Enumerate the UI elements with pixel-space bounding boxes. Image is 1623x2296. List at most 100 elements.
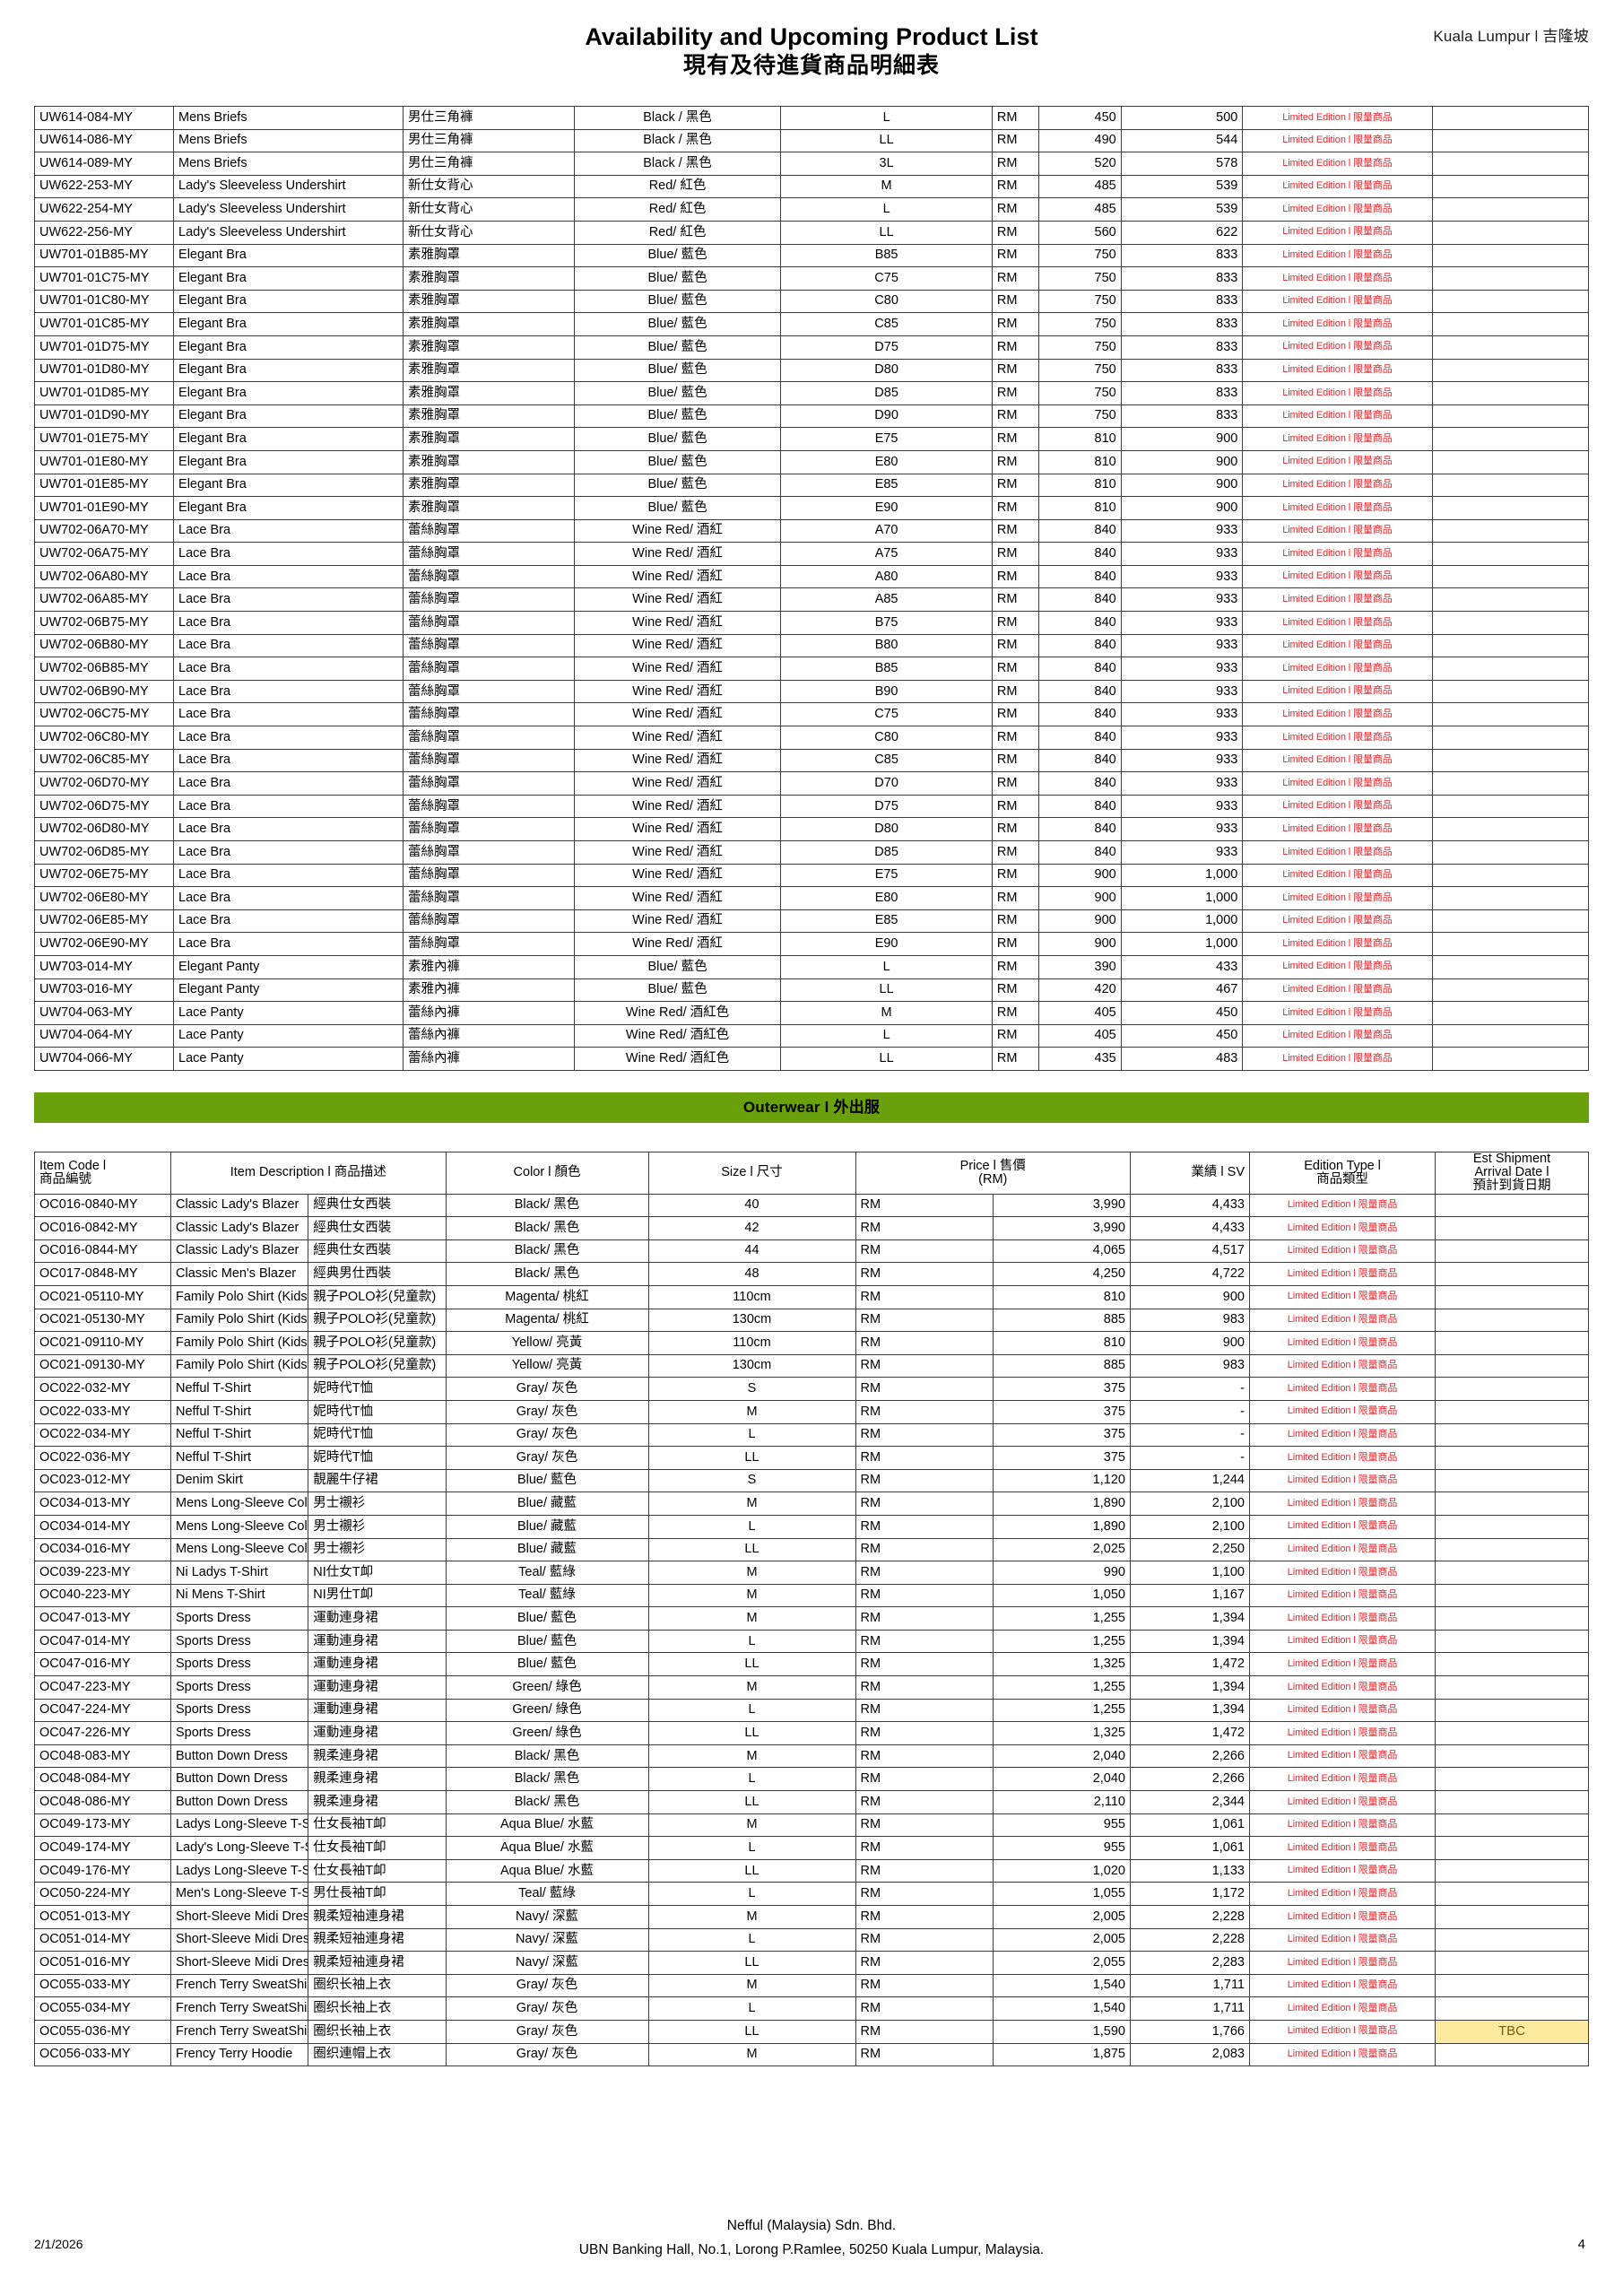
cell-size: M bbox=[647, 1561, 856, 1585]
table-row[interactable]: UW703-014-MY Elegant Panty 素雅內褲 Blue/ 藍色 L RM… bbox=[33, 954, 1590, 979]
cell-size: B80 bbox=[780, 633, 993, 658]
cell-description-en: Denim Skirt bbox=[169, 1468, 308, 1493]
table-row[interactable]: OC047-016-MY Sports Dress 運動連身裙 Blue/ 藍色 LL R… bbox=[34, 1652, 1589, 1677]
cell-sv: 2,283 bbox=[1130, 1951, 1250, 1975]
cell-item-code: UW614-086-MY bbox=[33, 128, 175, 153]
table-row[interactable]: OC047-223-MY Sports Dress 運動連身裙 Green/ 綠色 M R… bbox=[34, 1675, 1589, 1700]
table-row[interactable]: UW702-06A70-MY Lace Bra 蕾絲胸罩 Wine Red/ 酒紅 A7… bbox=[33, 518, 1590, 544]
col-header-item-code-zh: 商品編號 bbox=[39, 1171, 91, 1187]
table-row[interactable]: OC017-0848-MY Classic Men's Blazer 經典男仕西裝 B… bbox=[34, 1262, 1589, 1286]
table-row[interactable]: UW702-06B75-MY Lace Bra 蕾絲胸罩 Wine Red/ 酒紅 B7… bbox=[33, 611, 1590, 635]
table-row[interactable]: UW614-086-MY Mens Briefs 男仕三角褲 Black / 黑色 LL… bbox=[33, 128, 1590, 153]
table-row[interactable]: UW702-06A80-MY Lace Bra 蕾絲胸罩 Wine Red/ 酒紅 A8… bbox=[33, 564, 1590, 589]
table-row[interactable]: OC040-223-MY Ni Mens T-Shirt NI男仕T卹 Teal/ 藍… bbox=[34, 1583, 1589, 1608]
table-row[interactable]: UW704-066-MY Lace Panty 蕾絲內褲 Wine Red/ 酒紅色 L… bbox=[33, 1047, 1590, 1071]
cell-description-zh: 經典男仕西裝 bbox=[308, 1262, 447, 1286]
cell-currency: RM bbox=[855, 1744, 994, 1769]
table-row[interactable]: UW704-063-MY Lace Panty 蕾絲內褲 Wine Red/ 酒紅色 M… bbox=[33, 1001, 1590, 1025]
table-row[interactable]: OC055-033-MY French Terry SweatShirt 圈织长袖上… bbox=[34, 1973, 1589, 1998]
table-row[interactable]: OC047-226-MY Sports Dress 運動連身裙 Green/ 綠色 LL… bbox=[34, 1721, 1589, 1745]
table-row[interactable]: OC016-0842-MY Classic Lady's Blazer 經典仕女西裝… bbox=[34, 1216, 1589, 1240]
table-row[interactable]: UW702-06B80-MY Lace Bra 蕾絲胸罩 Wine Red/ 酒紅 B8… bbox=[33, 633, 1590, 658]
table-row[interactable]: UW622-256-MY Lady's Sleeveless Undershirt… bbox=[33, 220, 1590, 245]
table-row[interactable]: OC048-083-MY Button Down Dress 親柔連身裙 Black/… bbox=[34, 1744, 1589, 1769]
cell-description-zh: 蕾絲胸罩 bbox=[403, 679, 575, 704]
table-row[interactable]: UW702-06B90-MY Lace Bra 蕾絲胸罩 Wine Red/ 酒紅 B9… bbox=[33, 679, 1590, 704]
table-row[interactable]: OC051-016-MY Short-Sleeve Midi Dress 親柔短袖連… bbox=[34, 1951, 1589, 1975]
table-row[interactable]: UW701-01C80-MY Elegant Bra 素雅胸罩 Blue/ 藍色 C80… bbox=[33, 289, 1590, 314]
table-row[interactable]: OC047-014-MY Sports Dress 運動連身裙 Blue/ 藍色 L RM… bbox=[34, 1629, 1589, 1654]
table-row[interactable]: UW702-06D85-MY Lace Bra 蕾絲胸罩 Wine Red/ 酒紅 D8… bbox=[33, 840, 1590, 865]
table-row[interactable]: UW701-01D90-MY Elegant Bra 素雅胸罩 Blue/ 藍色 D90… bbox=[33, 404, 1590, 429]
table-row[interactable]: OC016-0844-MY Classic Lady's Blazer 經典仕女西裝… bbox=[34, 1239, 1589, 1264]
table-row[interactable]: OC022-034-MY Nefful T-Shirt 妮時代T恤 Gray/ 灰色 L… bbox=[34, 1422, 1589, 1448]
cell-eta bbox=[1435, 1492, 1589, 1516]
table-row[interactable]: UW614-089-MY Mens Briefs 男仕三角褲 Black / 黑色 3L… bbox=[33, 152, 1590, 176]
table-row[interactable]: UW702-06C85-MY Lace Bra 蕾絲胸罩 Wine Red/ 酒紅 C8… bbox=[33, 748, 1590, 773]
cell-currency: RM bbox=[855, 1606, 994, 1631]
table-row[interactable]: UW614-084-MY Mens Briefs 男仕三角褲 Black / 黑色 L R… bbox=[33, 106, 1590, 130]
cell-description-en: Elegant Bra bbox=[173, 496, 404, 520]
table-row[interactable]: OC021-05110-MY Family Polo Shirt (Kids) 親子… bbox=[34, 1284, 1589, 1309]
table-row[interactable]: OC022-033-MY Nefful T-Shirt 妮時代T恤 Gray/ 灰色 M… bbox=[34, 1399, 1589, 1424]
table-row[interactable]: OC047-224-MY Sports Dress 運動連身裙 Green/ 綠色 L R… bbox=[34, 1698, 1589, 1723]
table-row[interactable]: UW704-064-MY Lace Panty 蕾絲內褲 Wine Red/ 酒紅色 L… bbox=[33, 1023, 1590, 1048]
cell-sv: 1,172 bbox=[1130, 1882, 1250, 1906]
table-row[interactable]: UW702-06A85-MY Lace Bra 蕾絲胸罩 Wine Red/ 酒紅 A8… bbox=[33, 587, 1590, 613]
table-row[interactable]: UW622-253-MY Lady's Sleeveless Undershirt… bbox=[33, 174, 1590, 199]
table-row[interactable]: UW701-01B85-MY Elegant Bra 素雅胸罩 Blue/ 藍色 B85… bbox=[33, 243, 1590, 268]
table-row[interactable]: UW702-06D80-MY Lace Bra 蕾絲胸罩 Wine Red/ 酒紅 D8… bbox=[33, 817, 1590, 841]
table-row[interactable]: UW701-01D85-MY Elegant Bra 素雅胸罩 Blue/ 藍色 D85… bbox=[33, 381, 1590, 405]
table-row[interactable]: OC047-013-MY Sports Dress 運動連身裙 Blue/ 藍色 M RM… bbox=[34, 1606, 1589, 1631]
table-row[interactable]: UW702-06E90-MY Lace Bra 蕾絲胸罩 Wine Red/ 酒紅 E9… bbox=[33, 932, 1590, 956]
table-row[interactable]: UW702-06D70-MY Lace Bra 蕾絲胸罩 Wine Red/ 酒紅 D7… bbox=[33, 771, 1590, 796]
table-row[interactable]: UW701-01E85-MY Elegant Bra 素雅胸罩 Blue/ 藍色 E85… bbox=[33, 473, 1590, 498]
table-row[interactable]: UW702-06C80-MY Lace Bra 蕾絲胸罩 Wine Red/ 酒紅 C8… bbox=[33, 726, 1590, 750]
cell-item-code: UW702-06E90-MY bbox=[33, 932, 175, 956]
table-row[interactable]: UW701-01C85-MY Elegant Bra 素雅胸罩 Blue/ 藍色 C85… bbox=[33, 312, 1590, 336]
table-row[interactable]: UW702-06E85-MY Lace Bra 蕾絲胸罩 Wine Red/ 酒紅 E8… bbox=[33, 909, 1590, 934]
table-row[interactable]: OC056-033-MY Frency Terry Hoodie 圈织連帽上衣 Gra… bbox=[34, 2042, 1589, 2067]
table-row[interactable]: UW702-06D75-MY Lace Bra 蕾絲胸罩 Wine Red/ 酒紅 D7… bbox=[33, 794, 1590, 819]
table-row[interactable]: OC022-032-MY Nefful T-Shirt 妮時代T恤 Gray/ 灰色 S… bbox=[34, 1377, 1589, 1401]
table-row[interactable]: UW702-06C75-MY Lace Bra 蕾絲胸罩 Wine Red/ 酒紅 C7… bbox=[33, 702, 1590, 727]
cell-eta bbox=[1431, 404, 1590, 429]
table-row[interactable]: UW702-06E80-MY Lace Bra 蕾絲胸罩 Wine Red/ 酒紅 E8… bbox=[33, 886, 1590, 910]
table-row[interactable]: UW701-01C75-MY Elegant Bra 素雅胸罩 Blue/ 藍色 C75… bbox=[33, 266, 1590, 291]
table-row[interactable]: OC051-013-MY Short-Sleeve Midi Dress 親柔短袖連… bbox=[34, 1905, 1589, 1929]
table-row[interactable]: UW701-01E90-MY Elegant Bra 素雅胸罩 Blue/ 藍色 E90… bbox=[33, 496, 1590, 520]
table-row[interactable]: UW701-01D75-MY Elegant Bra 素雅胸罩 Blue/ 藍色 D75… bbox=[33, 335, 1590, 360]
table-row[interactable]: OC021-05130-MY Family Polo Shirt (Kids) 親子… bbox=[34, 1308, 1589, 1333]
cell-item-code: OC021-09130-MY bbox=[34, 1353, 171, 1378]
table-row[interactable]: UW703-016-MY Elegant Panty 素雅內褲 Blue/ 藍色 LL R… bbox=[33, 978, 1590, 1003]
table-row[interactable]: UW702-06B85-MY Lace Bra 蕾絲胸罩 Wine Red/ 酒紅 B8… bbox=[33, 657, 1590, 681]
table-row[interactable]: OC016-0840-MY Classic Lady's Blazer 經典仕女西裝… bbox=[34, 1193, 1589, 1218]
table-row[interactable]: UW622-254-MY Lady's Sleeveless Undershirt… bbox=[33, 197, 1590, 222]
table-row[interactable]: OC021-09110-MY Family Polo Shirt (Kids) 親子… bbox=[34, 1331, 1589, 1355]
table-row[interactable]: UW702-06E75-MY Lace Bra 蕾絲胸罩 Wine Red/ 酒紅 E7… bbox=[33, 863, 1590, 888]
table-row[interactable]: UW702-06A75-MY Lace Bra 蕾絲胸罩 Wine Red/ 酒紅 A7… bbox=[33, 542, 1590, 566]
cell-color: Wine Red/ 酒紅 bbox=[573, 863, 782, 888]
table-row[interactable]: UW701-01E80-MY Elegant Bra 素雅胸罩 Blue/ 藍色 E80… bbox=[33, 449, 1590, 474]
table-row[interactable]: OC055-034-MY French Terry SweatShirt 圈织长袖上… bbox=[34, 1996, 1589, 2021]
table-row[interactable]: OC022-036-MY Nefful T-Shirt 妮時代T恤 Gray/ 灰色 L… bbox=[34, 1446, 1589, 1470]
table-row[interactable]: OC051-014-MY Short-Sleeve Midi Dress 親柔短袖連… bbox=[34, 1927, 1589, 1952]
table-row[interactable]: UW701-01D80-MY Elegant Bra 素雅胸罩 Blue/ 藍色 D80… bbox=[33, 358, 1590, 383]
cell-description-en: Elegant Bra bbox=[173, 289, 404, 314]
cell-color: Black/ 黑色 bbox=[445, 1767, 649, 1792]
table-row[interactable]: OC021-09130-MY Family Polo Shirt (Kids) 親子… bbox=[34, 1353, 1589, 1378]
table-row[interactable]: OC023-012-MY Denim Skirt 靚麗牛仔裙 Blue/ 藍色 S RM 1… bbox=[34, 1468, 1589, 1493]
table-row[interactable]: OC055-036-MY French Terry SweatShirt 圈织长袖上… bbox=[34, 2019, 1589, 2044]
table-row[interactable]: OC048-084-MY Button Down Dress 親柔連身裙 Black/… bbox=[34, 1767, 1589, 1792]
table-row[interactable]: OC048-086-MY Button Down Dress 親柔連身裙 Black/… bbox=[34, 1790, 1589, 1814]
table-row[interactable]: UW701-01E75-MY Elegant Bra 素雅胸罩 Blue/ 藍色 E75… bbox=[33, 427, 1590, 451]
table-row[interactable]: OC039-223-MY Ni Ladys T-Shirt NI仕女T卹 Teal/ … bbox=[34, 1561, 1589, 1585]
cell-edition-type: Limited Edition l 限量商品 bbox=[1242, 679, 1433, 704]
